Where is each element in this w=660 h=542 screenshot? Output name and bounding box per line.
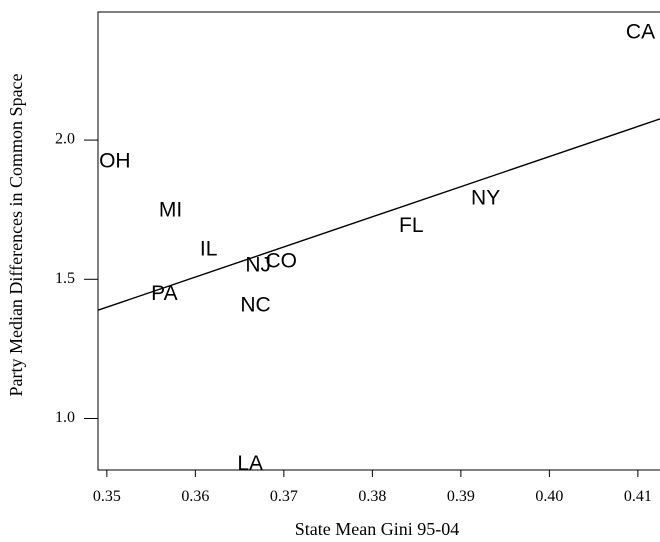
plot-frame-border — [97, 11, 660, 471]
point-label-oh: OH — [99, 149, 131, 172]
plot-frame — [97, 11, 660, 471]
x-tick-label-0.40: 0.40 — [535, 488, 563, 505]
x-tick-label-0.37: 0.37 — [270, 488, 298, 505]
point-label-nc: NC — [240, 294, 270, 317]
point-label-la: LA — [237, 452, 263, 475]
y-axis-title: Party Median Differences in Common Space — [6, 73, 26, 396]
x-tick-label-0.38: 0.38 — [358, 488, 386, 505]
x-tick-label-0.39: 0.39 — [447, 488, 475, 505]
y-tick-label-1.5: 1.5 — [55, 270, 75, 287]
point-label-ca: CA — [626, 20, 655, 43]
point-label-il: IL — [200, 237, 218, 260]
point-label-fl: FL — [399, 214, 424, 237]
x-axis: 0.35 0.36 0.37 0.38 0.39 0.40 0.41 — [93, 470, 652, 505]
point-label-ny: NY — [471, 187, 500, 210]
x-tick-label-0.35: 0.35 — [93, 488, 121, 505]
x-tick-label-0.36: 0.36 — [181, 488, 209, 505]
regression-line — [97, 118, 660, 311]
point-label-co: CO — [265, 249, 297, 272]
point-label-nj: NJ — [245, 254, 271, 277]
x-tick-label-0.41: 0.41 — [624, 488, 652, 505]
y-tick-label-2.0: 2.0 — [55, 131, 75, 148]
x-axis-title: State Mean Gini 95-04 — [295, 519, 459, 539]
point-label-pa: PA — [151, 282, 177, 305]
point-label-mi: MI — [159, 199, 182, 222]
y-tick-label-1.0: 1.0 — [55, 409, 75, 426]
regression-line-group — [97, 118, 660, 311]
y-axis: 1.0 1.5 2.0 — [55, 131, 98, 426]
